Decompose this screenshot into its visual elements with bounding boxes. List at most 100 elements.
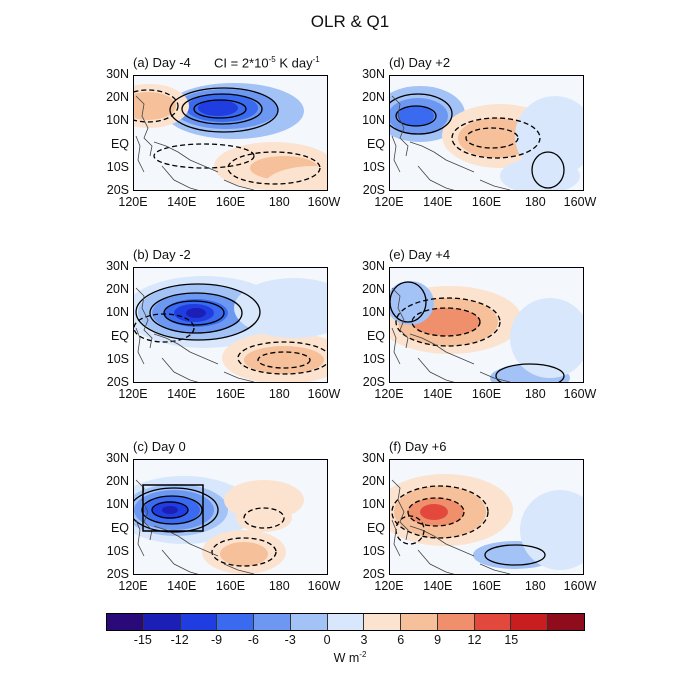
colorbar-swatch <box>511 614 549 630</box>
lon-tick-label: 160E <box>215 579 246 593</box>
q1-contour-positive <box>181 93 263 125</box>
lon-tick-label: 160W <box>563 387 597 401</box>
contour-interval-label: CI = 2*10-5 K day-1 <box>214 55 320 71</box>
lat-tick-label: 20S <box>106 183 129 197</box>
lat-tick-label: 20N <box>362 90 385 105</box>
colorbar-swatch <box>437 614 475 630</box>
lon-tick-label: 160E <box>471 195 502 209</box>
q1-contour-negative <box>134 89 179 123</box>
lat-tick-label: 10N <box>362 113 385 128</box>
colorbar-tick-label: -15 <box>133 633 152 647</box>
anomaly-shading <box>520 490 583 570</box>
lon-tick-label: 140E <box>167 387 197 401</box>
anomaly-shading <box>162 506 178 514</box>
lat-tick-label: 10N <box>362 305 385 320</box>
lon-tick-label: 160E <box>471 579 502 593</box>
anomaly-shading <box>198 100 238 116</box>
q1-contour-negative <box>391 485 489 539</box>
colorbar-swatch <box>548 614 584 630</box>
q1-contour-negative <box>211 537 277 567</box>
anomaly-shading <box>234 278 327 338</box>
lat-tick-label: 10N <box>106 113 129 128</box>
lon-tick-label: 160W <box>307 579 341 593</box>
lat-tick-label: 20S <box>106 375 129 389</box>
lat-tick-label: 30N <box>106 259 129 273</box>
lon-tick-label: 140E <box>423 387 453 401</box>
anomaly-shading <box>458 118 534 158</box>
map-field <box>390 76 583 190</box>
map-field <box>390 268 583 382</box>
lat-tick-label: 10S <box>106 351 129 366</box>
lon-tick-label: 120E <box>118 579 148 593</box>
lon-tick-label: 120E <box>374 195 404 209</box>
colorbar-tick-label: -9 <box>210 633 223 647</box>
lon-tick-label: 120E <box>118 387 148 401</box>
lon-tick-label: 160W <box>563 195 597 209</box>
lat-tick-label: 30N <box>362 67 385 81</box>
colorbar-swatch <box>254 614 291 630</box>
lat-tick-label: 20S <box>362 183 385 197</box>
lat-tick-label: 10N <box>106 497 129 512</box>
q1-contour-negative <box>465 127 519 149</box>
q1-contour-positive <box>484 544 546 566</box>
lat-tick-label: 10N <box>106 305 129 320</box>
map-panel-b <box>133 267 328 383</box>
anomaly-shading <box>220 542 268 566</box>
lon-tick-label: 120E <box>374 387 404 401</box>
lon-tick-label: 180 <box>268 195 290 209</box>
lon-tick-label: 120E <box>374 579 404 593</box>
colorbar-swatch <box>143 614 181 630</box>
colorbar-swatch <box>180 614 218 630</box>
colorbar-swatch <box>364 614 402 630</box>
lon-tick-label: 140E <box>423 195 453 209</box>
lat-tick-label: EQ <box>110 520 129 535</box>
lon-tick-label: 180 <box>524 195 546 209</box>
colorbar-tick-label: 6 <box>397 633 405 647</box>
q1-contour-positive <box>390 93 453 135</box>
panel-title: (a) Day -4 <box>133 55 191 70</box>
lat-tick-label: 20S <box>362 375 385 389</box>
colorbar <box>106 613 585 631</box>
q1-contour-negative <box>257 351 311 369</box>
panel-title: (d) Day +2 <box>389 55 451 70</box>
lat-tick-label: 20S <box>362 567 385 581</box>
lon-tick-label: 180 <box>268 387 290 401</box>
anomaly-shading <box>515 96 583 176</box>
map-panel-a <box>133 75 328 191</box>
lon-tick-label: 160E <box>471 387 502 401</box>
q1-contour-positive <box>531 151 565 189</box>
lat-tick-label: 10S <box>362 543 385 558</box>
colorbar-swatch <box>401 614 438 630</box>
map-field <box>134 76 327 190</box>
colorbar-swatch <box>327 614 365 630</box>
lat-tick-label: 30N <box>106 67 129 81</box>
anomaly-shading <box>398 106 434 126</box>
anomaly-shading <box>420 504 448 520</box>
panel-title: (f) Day +6 <box>389 439 447 454</box>
anomaly-shading <box>224 480 304 520</box>
colorbar-tick-label: -12 <box>170 633 189 647</box>
coastline <box>135 479 255 574</box>
map-panel-c <box>133 459 328 575</box>
colorbar-swatch <box>474 614 512 630</box>
panel-title: (c) Day 0 <box>133 439 186 454</box>
lat-tick-label: 30N <box>106 451 129 465</box>
lat-tick-label: EQ <box>366 136 385 151</box>
anomaly-shading <box>244 346 324 374</box>
anomaly-shading <box>510 298 583 378</box>
colorbar-tick-label: -6 <box>247 633 259 647</box>
lon-tick-label: 160W <box>563 579 597 593</box>
q1-contour-negative <box>237 341 327 375</box>
q1-contour-positive <box>135 283 261 341</box>
lon-tick-label: 120E <box>118 195 148 209</box>
averaging-box <box>142 484 204 532</box>
coastline <box>391 287 511 382</box>
coastline <box>391 479 511 574</box>
colorbar-swatch <box>290 614 328 630</box>
coastline <box>135 95 255 190</box>
lon-tick-label: 180 <box>268 579 290 593</box>
lon-tick-label: 160W <box>307 195 341 209</box>
lat-tick-label: 30N <box>362 259 385 273</box>
q1-contour-negative <box>243 507 285 529</box>
